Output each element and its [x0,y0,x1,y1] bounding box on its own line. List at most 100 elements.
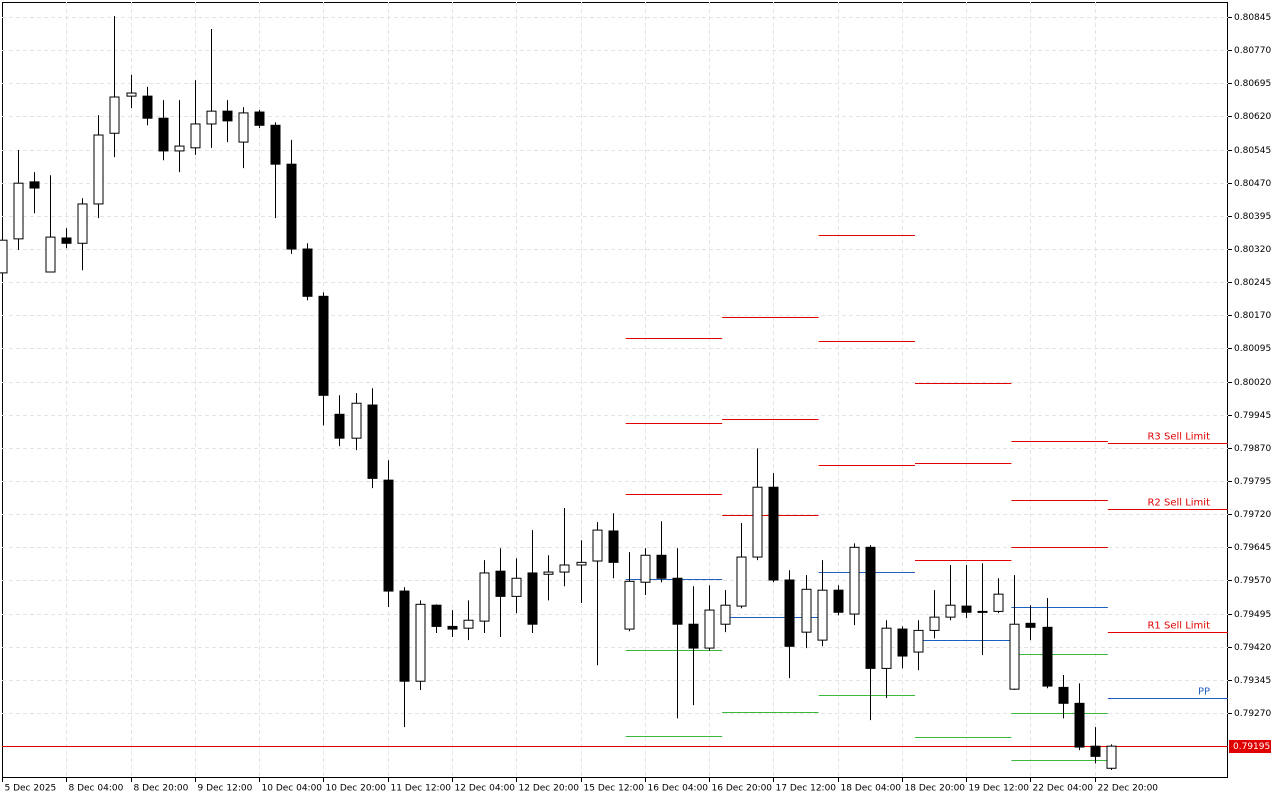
candle-body [431,604,442,627]
y-tick-label: 0.79570 [1234,576,1271,586]
pivot-label: R1 Sell Limit [1147,621,1210,632]
candle-body [784,579,795,647]
candle-body [447,625,458,630]
y-tick-label: 0.80020 [1234,378,1271,388]
candle-body [817,589,828,641]
x-tick-label: 19 Dec 12:00 [969,784,1030,794]
candle-body [238,112,249,143]
candle-body [527,572,538,625]
candle-body [511,577,522,597]
candle-body [206,110,217,125]
pivot-label: R2 Sell Limit [1147,498,1210,509]
candle-body [559,564,570,573]
y-tick-label: 0.80845 [1234,13,1271,23]
x-tick-label: 11 Dec 12:00 [391,784,452,794]
candle-body [463,619,474,629]
candle-body [688,623,699,649]
y-tick-label: 0.79720 [1234,510,1271,520]
candle-body [158,117,169,152]
candle-body [624,580,635,630]
candle-body [479,572,490,622]
candle-body [286,163,297,250]
candle-body [77,203,88,244]
candle-body [126,92,137,97]
y-tick-label: 0.80770 [1234,46,1271,56]
candle-body [1042,626,1053,687]
y-tick-label: 0.80170 [1234,311,1271,321]
candle-body [592,529,603,562]
candle-body [351,402,362,439]
candle-body [142,95,153,119]
candle-body [752,486,763,558]
candle-body [109,96,120,134]
candle-body [1074,702,1085,748]
y-tick-label: 0.79420 [1234,643,1271,653]
x-tick-label: 12 Dec 20:00 [519,784,580,794]
candle-body [993,593,1004,612]
candle-body [495,570,506,597]
candle-body [576,561,587,566]
candle-body [0,239,8,274]
candle-body [334,413,345,439]
y-tick-label: 0.80545 [1234,146,1271,156]
y-tick-label: 0.79345 [1234,676,1271,686]
y-tick-label: 0.80320 [1234,245,1271,255]
pivot-label: PP [1198,687,1210,698]
x-tick-label: 16 Dec 20:00 [712,784,773,794]
candle-body [945,604,956,618]
candle-body [913,629,924,653]
candle-body [849,546,860,615]
x-tick-label: 22 Dec 04:00 [1033,784,1094,794]
candle-body [302,248,313,297]
candle-body [1106,745,1117,769]
candle-body [13,182,24,240]
y-tick-label: 0.79870 [1234,444,1271,454]
candle-body [93,134,104,205]
candle-body [543,571,554,575]
candle-body [399,590,410,682]
candle-body [801,588,812,633]
y-tick-label: 0.79945 [1234,411,1271,421]
candle-body [383,479,394,592]
y-tick-label: 0.79270 [1234,709,1271,719]
candle-body [833,589,844,613]
candle-body [1009,623,1020,690]
candle-body [640,554,651,583]
candle-body [720,604,731,625]
candle-body [608,530,619,563]
x-tick-label: 10 Dec 20:00 [326,784,387,794]
current-price-box [1229,740,1271,753]
candle-body [865,546,876,669]
y-tick-label: 0.79795 [1234,477,1271,487]
pivot-label: R3 Sell Limit [1147,432,1210,443]
x-tick-label: 16 Dec 04:00 [648,784,709,794]
candle-body [1090,745,1101,757]
candle-body [318,295,329,396]
candle-body [1058,686,1069,704]
y-tick-label: 0.80470 [1234,179,1271,189]
x-tick-label: 8 Dec 04:00 [69,784,124,794]
x-tick-label: 12 Dec 04:00 [455,784,516,794]
candle-body [929,616,940,631]
candle-body [29,181,40,189]
y-tick-label: 0.79495 [1234,610,1271,620]
candle-body [254,111,265,126]
candle-body [367,404,378,479]
x-tick-label: 18 Dec 20:00 [905,784,966,794]
candle-body [270,124,281,165]
candle-body [977,610,988,613]
candle-body [45,236,56,273]
y-tick-label: 0.79645 [1234,543,1271,553]
x-tick-label: 18 Dec 04:00 [841,784,902,794]
x-tick-label: 5 Dec 2025 [5,784,57,794]
x-tick-label: 22 Dec 20:00 [1098,784,1159,794]
x-tick-label: 8 Dec 20:00 [134,784,189,794]
y-tick-label: 0.80095 [1234,344,1271,354]
candle-body [704,609,715,649]
candle-body [881,627,892,669]
candle-body [61,237,72,244]
x-tick-label: 17 Dec 12:00 [776,784,837,794]
candle-body [222,110,233,122]
